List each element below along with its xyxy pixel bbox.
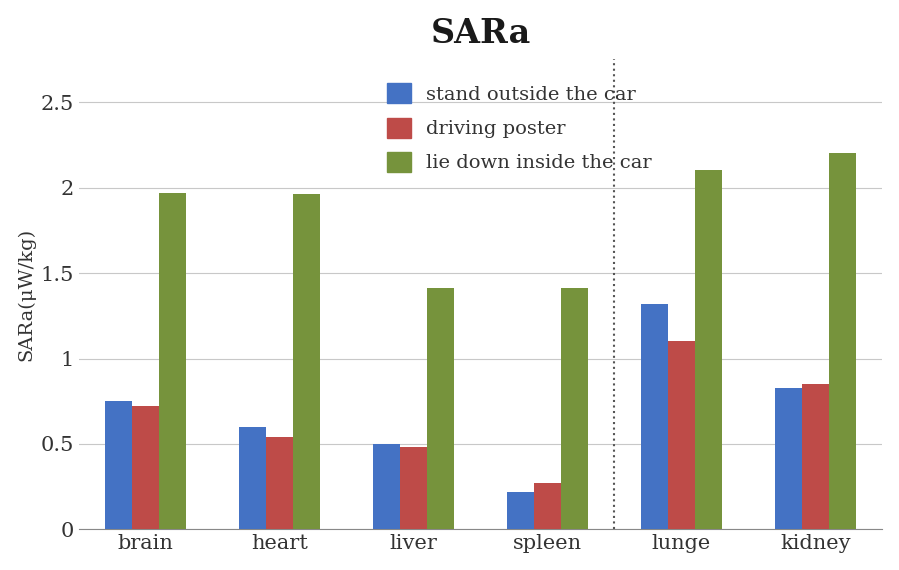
Bar bbox=[695, 170, 722, 530]
Bar bbox=[400, 447, 427, 530]
Title: SARa: SARa bbox=[431, 17, 530, 50]
Bar bbox=[373, 444, 400, 530]
Bar bbox=[641, 304, 668, 530]
Bar bbox=[105, 401, 132, 530]
Bar bbox=[802, 384, 829, 530]
Bar bbox=[561, 288, 588, 530]
Bar bbox=[266, 437, 293, 530]
Bar bbox=[534, 483, 561, 530]
Bar bbox=[293, 194, 320, 530]
Bar bbox=[668, 341, 695, 530]
Legend: stand outside the car, driving poster, lie down inside the car: stand outside the car, driving poster, l… bbox=[378, 74, 662, 182]
Bar bbox=[775, 388, 802, 530]
Y-axis label: SARa(μW/kg): SARa(μW/kg) bbox=[17, 228, 35, 361]
Bar bbox=[427, 288, 454, 530]
Bar bbox=[507, 492, 534, 530]
Bar bbox=[239, 427, 266, 530]
Bar bbox=[159, 193, 186, 530]
Bar bbox=[829, 153, 856, 530]
Bar bbox=[132, 406, 159, 530]
